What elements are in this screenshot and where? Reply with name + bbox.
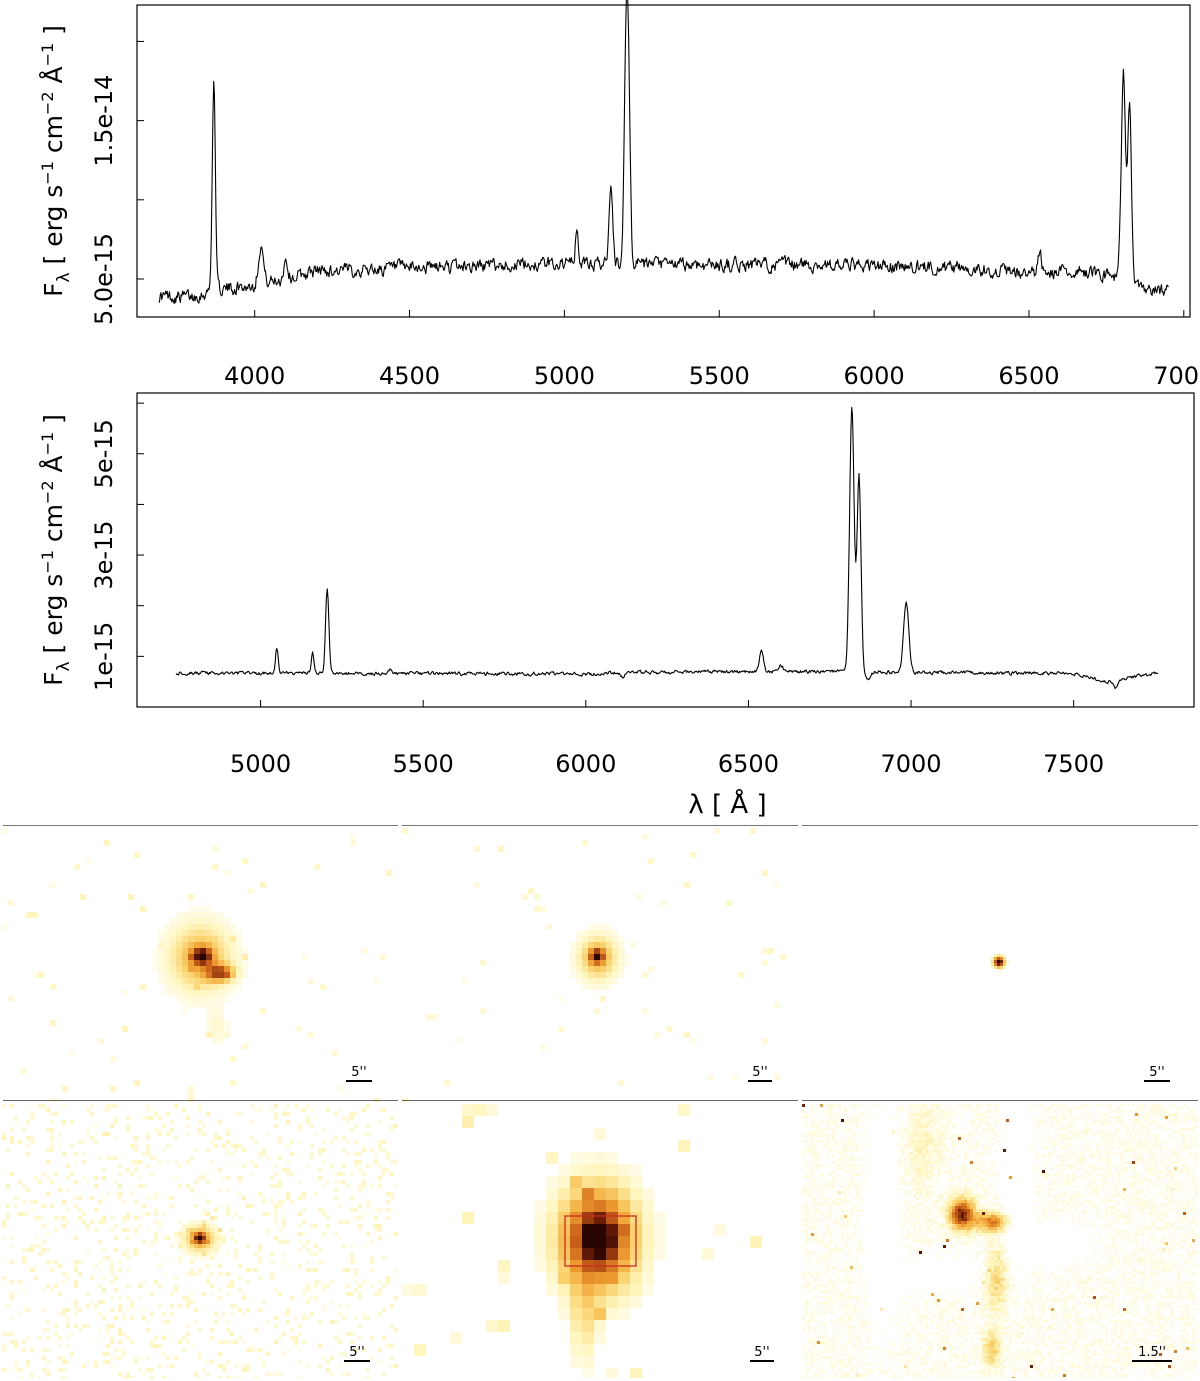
- scale-label: 5'': [754, 1345, 770, 1360]
- y-tick-label: 3e-15: [90, 520, 118, 589]
- x-tick-label: 5500: [393, 750, 454, 778]
- x-tick-label: 6000: [555, 750, 616, 778]
- plot-frame: [136, 4, 1191, 318]
- selection-box: [564, 1215, 637, 1267]
- y-tick-label: 1e-15: [90, 622, 118, 691]
- x-axis-label: λ [ Å ]: [688, 788, 766, 820]
- scale-line: [346, 1080, 372, 1082]
- spectrum-chart-1: 4000 4500 5000 5500 6000 6500 7000 5.0e-15 1.5e-…: [38, 0, 1200, 390]
- scale-bar: 5'': [1144, 1066, 1170, 1082]
- scale-line: [748, 1080, 772, 1082]
- scale-label: 5'': [1149, 1065, 1165, 1080]
- image-panel-4: 5'': [2, 1104, 398, 1378]
- x-tick-label: 5500: [689, 362, 750, 390]
- scale-bar: 5'': [344, 1346, 370, 1362]
- scale-line: [750, 1360, 774, 1362]
- image-panel-5: 5'': [402, 1104, 798, 1378]
- scale-label: 5'': [752, 1065, 768, 1080]
- spectrum-chart-2: 5000 5500 6000 6500 7000 7500 1e-15 3e-15 5e-15 F…: [38, 392, 1195, 820]
- scale-line: [1144, 1080, 1170, 1082]
- panel-separator: [402, 1100, 798, 1101]
- x-tick-label: 7000: [1153, 362, 1200, 390]
- scale-bar: 5'': [748, 1066, 772, 1082]
- plot-frame: [136, 392, 1195, 708]
- image-panel-6: 1.5'': [802, 1104, 1198, 1378]
- x-tick-label: 4000: [224, 362, 285, 390]
- x-tick-label: 4500: [379, 362, 440, 390]
- image-panel-3: 5'': [802, 828, 1198, 1102]
- scale-bar: 5'': [750, 1346, 774, 1362]
- scale-label: 1.5'': [1138, 1345, 1166, 1360]
- scale-line: [344, 1360, 370, 1362]
- y-tick-label: 1.5e-14: [90, 75, 118, 167]
- y-axis-label: Fλ [ erg s−1 cm−2 Å−1 ]: [38, 414, 74, 686]
- x-tick-label: 5000: [534, 362, 595, 390]
- spectrum-line: [158, 0, 1169, 305]
- x-tick-label: 5000: [230, 750, 291, 778]
- y-tick-label: 5e-15: [90, 419, 118, 488]
- x-tick-label: 6000: [844, 362, 905, 390]
- panel-separator: [802, 825, 1198, 826]
- scale-line: [1132, 1360, 1172, 1362]
- image-panel-1: 5'': [2, 828, 398, 1102]
- panel-separator: [802, 1100, 1198, 1101]
- panel-separator: [402, 825, 798, 826]
- panel-separator: [3, 1100, 398, 1101]
- x-tick-label: 6500: [718, 750, 779, 778]
- scale-bar: 1.5'': [1132, 1346, 1172, 1362]
- scale-bar: 5'': [346, 1066, 372, 1082]
- image-panel-2: 5'': [402, 828, 798, 1102]
- x-tick-label: 7000: [881, 750, 942, 778]
- scale-label: 5'': [351, 1065, 367, 1080]
- x-tick-label: 6500: [998, 362, 1059, 390]
- y-axis-label: Fλ [ erg s−1 cm−2 Å−1 ]: [38, 25, 74, 297]
- y-tick-label: 5.0e-15: [90, 233, 118, 325]
- spectrum-line: [175, 406, 1159, 690]
- scale-label: 5'': [349, 1345, 365, 1360]
- spectra-figure: 4000 4500 5000 5500 6000 6500 7000 5.0e-15 1.5e-…: [38, 0, 1200, 820]
- panel-separator: [3, 825, 398, 826]
- x-tick-label: 7500: [1043, 750, 1104, 778]
